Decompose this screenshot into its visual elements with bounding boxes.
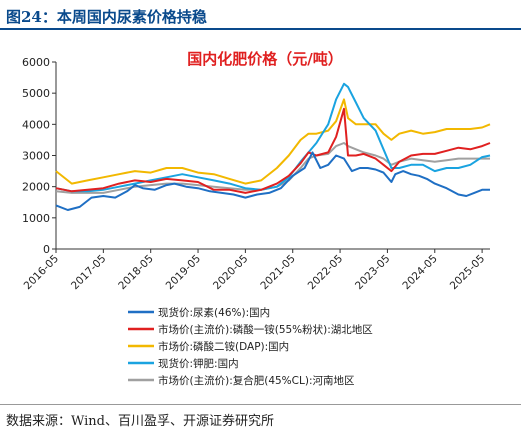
- x-tick-label: 2024-05: [400, 253, 440, 293]
- x-tick-label: 2017-05: [69, 253, 109, 293]
- y-tick-label: 4000: [22, 118, 50, 131]
- series-line-2: [55, 98, 491, 185]
- y-tick-label: 2000: [22, 181, 50, 194]
- legend-label-0: 现货价:尿素(46%):国内: [158, 306, 270, 319]
- x-tick-label: 2021-05: [258, 253, 298, 293]
- series-line-0: [55, 151, 490, 211]
- series-line-1: [55, 107, 491, 194]
- y-tick-label: 5000: [22, 87, 50, 100]
- x-tick-label: 2022-05: [306, 253, 346, 293]
- data-source: 数据来源：Wind、百川盈孚、开源证券研究所: [6, 414, 274, 429]
- legend-label-1: 市场价(主流价):磷酸一铵(55%粉状):湖北地区: [158, 323, 373, 336]
- x-axis: 2016-05 2017-05 2018-05 2019-05 2020-05 2021-…: [22, 248, 490, 293]
- y-tick-label: 3000: [22, 150, 50, 163]
- y-tick-label: 0: [43, 243, 50, 256]
- fertilizer-price-chart: 国内化肥价格（元/吨） 0 1000 2000 3000 4000 5000 6000 20…: [22, 50, 491, 387]
- legend-label-3: 现货价:钾肥:国内: [158, 357, 239, 370]
- y-tick-label: 1000: [22, 212, 50, 225]
- header-rule: [0, 28, 521, 30]
- legend-label-4: 市场价(主流价):复合肥(45%CL):河南地区: [158, 374, 354, 387]
- series-line-3: [55, 82, 491, 193]
- figure-title: 图24：本周国内尿素价格持稳: [6, 8, 207, 26]
- source-rule: [0, 404, 521, 405]
- x-tick-label: 2023-05: [353, 253, 393, 293]
- y-tick-label: 6000: [22, 56, 50, 69]
- x-tick-label: 2019-05: [164, 253, 204, 293]
- x-tick-label: 2025-05: [448, 253, 488, 293]
- chart-title: 国内化肥价格（元/吨）: [187, 50, 342, 68]
- x-tick-label: 2018-05: [116, 253, 156, 293]
- legend: 现货价:尿素(46%):国内市场价(主流价):磷酸一铵(55%粉状):湖北地区市…: [128, 306, 373, 387]
- x-tick-label: 2020-05: [211, 253, 251, 293]
- y-axis: 0 1000 2000 3000 4000 5000 6000: [22, 56, 57, 256]
- series-lines: [55, 82, 491, 211]
- legend-label-2: 市场价:磷酸二铵(DAP):国内: [158, 340, 289, 353]
- x-tick-label: 2016-05: [22, 253, 62, 293]
- figure-header: 图24：本周国内尿素价格持稳: [0, 0, 521, 30]
